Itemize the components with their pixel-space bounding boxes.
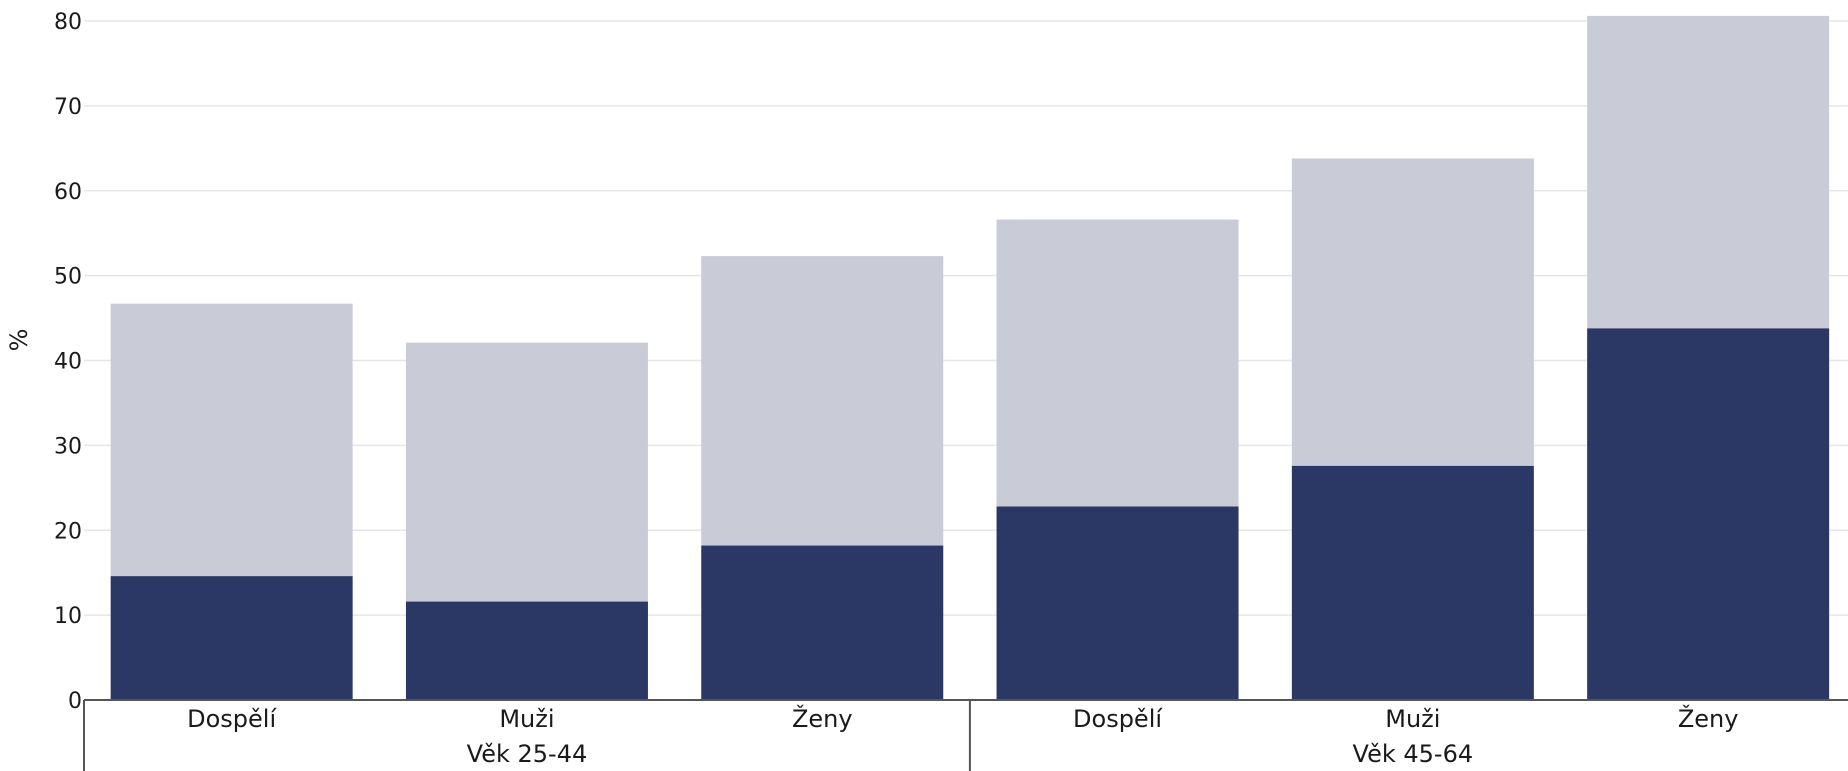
gridlines (84, 20, 1848, 616)
y-tick-label: 60 (54, 180, 82, 205)
bar-segment-lower-4 (1291, 465, 1534, 700)
bar-segment-upper-2 (701, 256, 944, 546)
y-tick-label: 50 (54, 265, 82, 290)
x-group-label: Věk 25-44 (467, 740, 588, 768)
y-tick-label: 40 (54, 350, 82, 375)
bar-segment-lower-2 (701, 545, 944, 700)
axes (83, 699, 1848, 771)
bar-segment-lower-5 (1587, 328, 1830, 700)
bar-segment-upper-1 (405, 342, 648, 602)
x-category-label: Ženy (792, 704, 853, 733)
bar-segment-upper-0 (110, 303, 353, 577)
bar-segment-lower-0 (110, 576, 353, 700)
bar-segment-lower-3 (996, 506, 1239, 700)
x-group-label: Věk 45-64 (1353, 740, 1474, 768)
bar-segment-upper-4 (1291, 158, 1534, 466)
y-tick-label: 20 (54, 519, 82, 544)
x-category-label: Dospělí (187, 705, 277, 733)
x-category-label: Ženy (1678, 704, 1739, 733)
y-tick-label: 10 (54, 604, 82, 629)
y-tick-label: 30 (54, 434, 82, 459)
labels: 0 10 20 30 40 50 60 70 80 Dospělí Muži Ženy Dospělí M… (54, 10, 1738, 768)
bar-segment-lower-1 (405, 601, 648, 700)
bar-segment-upper-3 (996, 219, 1239, 507)
y-axis-title: % (5, 329, 33, 352)
y-tick-label: 70 (54, 95, 82, 120)
bars (110, 15, 1830, 700)
x-category-label: Muži (1385, 705, 1440, 733)
x-category-label: Dospělí (1073, 705, 1163, 733)
x-category-label: Muži (499, 705, 554, 733)
y-tick-label: 0 (68, 689, 82, 714)
bar-segment-upper-5 (1587, 15, 1830, 329)
y-tick-label: 80 (54, 10, 82, 35)
